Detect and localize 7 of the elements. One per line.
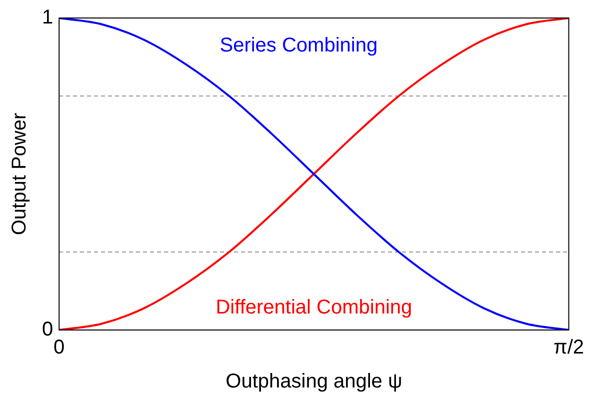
y-tick-label: 1	[42, 6, 54, 29]
line-series	[59, 18, 569, 330]
x-tick-label: π/2	[554, 336, 584, 359]
y-axis-title: Output Power	[8, 112, 31, 236]
series-label: Differential Combining	[216, 296, 412, 319]
series-label: Series Combining	[220, 34, 378, 57]
x-axis-title: Outphasing angle ψ	[226, 370, 402, 393]
